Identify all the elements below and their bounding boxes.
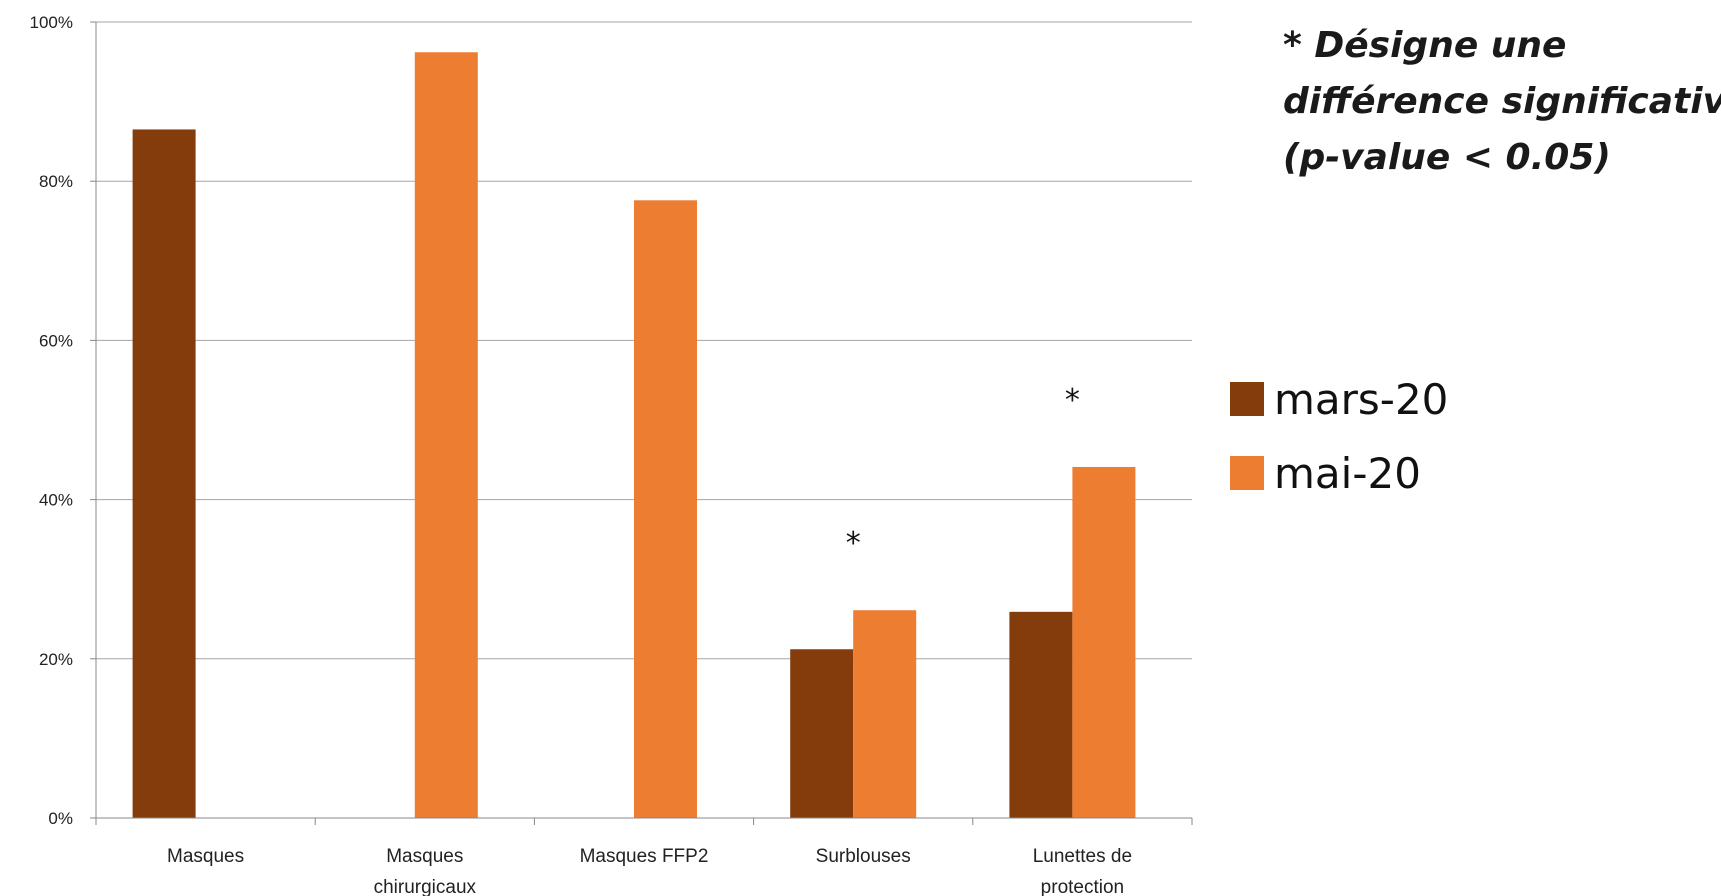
x-tick-label: Lunettes de [1033, 846, 1132, 867]
legend: mars-20 mai-20 [1230, 362, 1448, 510]
x-tick-label: chirurgicaux [374, 877, 477, 896]
bars [132, 52, 1136, 819]
y-tick-label: 60% [39, 331, 73, 350]
x-tick-label: protection [1041, 877, 1124, 896]
legend-item-mars-20: mars-20 [1230, 362, 1448, 436]
x-tick-label: Masques [167, 846, 244, 867]
x-tick-label: Surblouses [816, 846, 911, 867]
note-line-1: * Désigne une [1283, 25, 1567, 66]
note-line-2: différence significative [1283, 81, 1721, 122]
legend-label-mars-20: mars-20 [1274, 374, 1449, 424]
y-tick-label: 40% [39, 491, 73, 510]
bar-mars-20 [790, 649, 854, 818]
note-line-3: (p-value < 0.05) [1283, 137, 1611, 178]
y-tick-label: 80% [39, 172, 73, 191]
legend-label-mai-20: mai-20 [1274, 448, 1421, 498]
legend-swatch-mars-20 [1230, 382, 1264, 416]
axes [90, 21, 1193, 825]
bar-mars-20 [1009, 611, 1073, 818]
bar-mai-20 [1072, 466, 1136, 818]
x-tick-label: Masques FFP2 [580, 846, 709, 867]
bar-mai-20 [634, 200, 697, 818]
bar-mars-20 [132, 129, 196, 818]
y-tick-label: 0% [48, 809, 73, 828]
y-tick-label: 20% [39, 650, 73, 669]
legend-swatch-mai-20 [1230, 456, 1264, 490]
y-tick-label: 100% [30, 13, 73, 32]
bar-mai-20 [414, 52, 478, 819]
significance-marker: * [846, 526, 861, 561]
axis-labels: 0% 20% 40% 60% 80% 100% Masques Masques chirurgi… [30, 13, 1133, 896]
significance-note: * Désigne une différence significative (… [1283, 18, 1721, 186]
x-tick-label: Masques [386, 846, 463, 867]
legend-item-mai-20: mai-20 [1230, 436, 1448, 510]
significance-marker: * [1065, 383, 1080, 418]
bar-mai-20 [853, 610, 917, 818]
